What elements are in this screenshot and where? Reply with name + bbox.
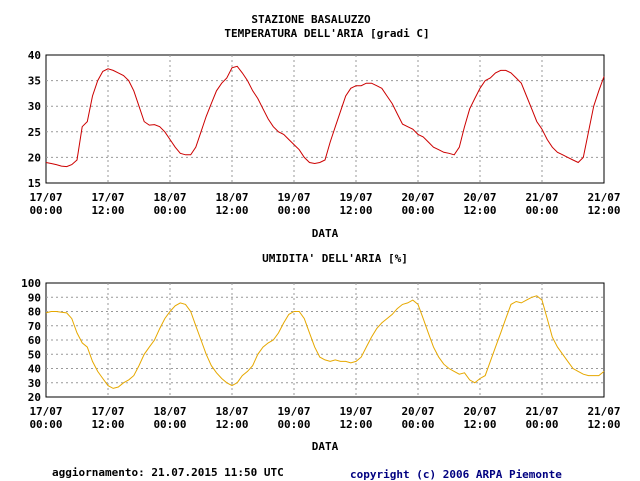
temperature-grid <box>46 55 604 183</box>
temperature-x-tick-time: 12:00 <box>463 204 496 217</box>
temperature-x-axis: 17/0700:0017/0712:0018/0700:0018/0712:00… <box>29 191 620 217</box>
temperature-plot-area <box>45 54 605 184</box>
temperature-x-tick-date: 21/07 <box>525 191 558 204</box>
humidity-grid <box>46 283 604 397</box>
humidity-x-tick-date: 19/07 <box>339 405 372 418</box>
temperature-chart-title: TEMPERATURA DELL'ARIA [gradi C] <box>224 27 429 40</box>
temperature-y-tick-label: 15 <box>28 177 41 190</box>
humidity-x-tick-time: 00:00 <box>277 418 310 431</box>
temperature-y-tick-label: 35 <box>28 75 41 88</box>
temperature-x-label: DATA <box>312 227 339 240</box>
temperature-x-tick-time: 12:00 <box>587 204 620 217</box>
temperature-x-tick-date: 18/07 <box>153 191 186 204</box>
last-update-text: aggiornamento: 21.07.2015 11:50 UTC <box>52 466 284 479</box>
humidity-x-tick-date: 17/07 <box>91 405 124 418</box>
humidity-series-line <box>45 295 605 389</box>
humidity-x-tick-time: 12:00 <box>91 418 124 431</box>
humidity-plot-area <box>45 282 605 398</box>
humidity-x-tick-date: 19/07 <box>277 405 310 418</box>
temperature-y-tick-label: 30 <box>28 100 41 113</box>
humidity-x-tick-time: 12:00 <box>587 418 620 431</box>
temperature-x-tick-date: 19/07 <box>339 191 372 204</box>
temperature-x-tick-date: 18/07 <box>215 191 248 204</box>
humidity-x-label: DATA <box>312 440 339 453</box>
temperature-series-line <box>45 65 605 168</box>
humidity-x-tick-date: 17/07 <box>29 405 62 418</box>
humidity-x-tick-date: 18/07 <box>153 405 186 418</box>
humidity-chart-title: UMIDITA' DELL'ARIA [%] <box>262 252 408 265</box>
temperature-x-tick-time: 12:00 <box>215 204 248 217</box>
temperature-x-tick-date: 19/07 <box>277 191 310 204</box>
humidity-x-tick-time: 12:00 <box>463 418 496 431</box>
humidity-x-tick-date: 21/07 <box>525 405 558 418</box>
humidity-x-tick-time: 00:00 <box>153 418 186 431</box>
humidity-y-tick-label: 50 <box>28 348 41 361</box>
temperature-y-axis: 15 20 25 30 35 40 <box>28 49 41 190</box>
humidity-y-tick-label: 70 <box>28 320 41 333</box>
humidity-x-tick-date: 21/07 <box>587 405 620 418</box>
temperature-x-tick-time: 00:00 <box>525 204 558 217</box>
humidity-x-tick-time: 12:00 <box>339 418 372 431</box>
humidity-chart: UMIDITA' DELL'ARIA [%] 20304050607080901… <box>21 252 620 453</box>
humidity-y-tick-label: 100 <box>21 277 41 290</box>
humidity-x-tick-time: 00:00 <box>525 418 558 431</box>
humidity-x-tick-time: 00:00 <box>401 418 434 431</box>
humidity-y-tick-label: 20 <box>28 391 41 404</box>
humidity-x-tick-date: 18/07 <box>215 405 248 418</box>
humidity-y-tick-label: 30 <box>28 377 41 390</box>
temperature-x-tick-date: 17/07 <box>91 191 124 204</box>
temperature-x-tick-time: 00:00 <box>401 204 434 217</box>
temperature-x-tick-time: 12:00 <box>91 204 124 217</box>
temperature-x-tick-date: 17/07 <box>29 191 62 204</box>
temperature-x-tick-time: 00:00 <box>277 204 310 217</box>
temperature-y-tick-label: 20 <box>28 151 41 164</box>
humidity-x-tick-time: 00:00 <box>29 418 62 431</box>
humidity-x-tick-time: 12:00 <box>215 418 248 431</box>
temperature-y-tick-label: 40 <box>28 49 41 62</box>
temperature-x-tick-time: 12:00 <box>339 204 372 217</box>
temperature-chart: TEMPERATURA DELL'ARIA [gradi C] 15 20 25 30… <box>28 27 621 240</box>
humidity-x-tick-date: 20/07 <box>463 405 496 418</box>
copyright-text: copyright (c) 2006 ARPA Piemonte <box>350 468 562 481</box>
humidity-y-tick-label: 40 <box>28 363 41 376</box>
humidity-y-tick-label: 60 <box>28 334 41 347</box>
temperature-x-tick-date: 21/07 <box>587 191 620 204</box>
humidity-x-tick-date: 20/07 <box>401 405 434 418</box>
temperature-x-tick-time: 00:00 <box>29 204 62 217</box>
temperature-x-tick-date: 20/07 <box>401 191 434 204</box>
temperature-x-tick-date: 20/07 <box>463 191 496 204</box>
humidity-y-tick-label: 80 <box>28 306 41 319</box>
station-title: STAZIONE BASALUZZO <box>251 13 371 26</box>
temperature-y-tick-label: 25 <box>28 126 41 139</box>
temperature-x-tick-time: 00:00 <box>153 204 186 217</box>
humidity-x-axis: 17/0700:0017/0712:0018/0700:0018/0712:00… <box>29 405 620 431</box>
humidity-y-tick-label: 90 <box>28 291 41 304</box>
